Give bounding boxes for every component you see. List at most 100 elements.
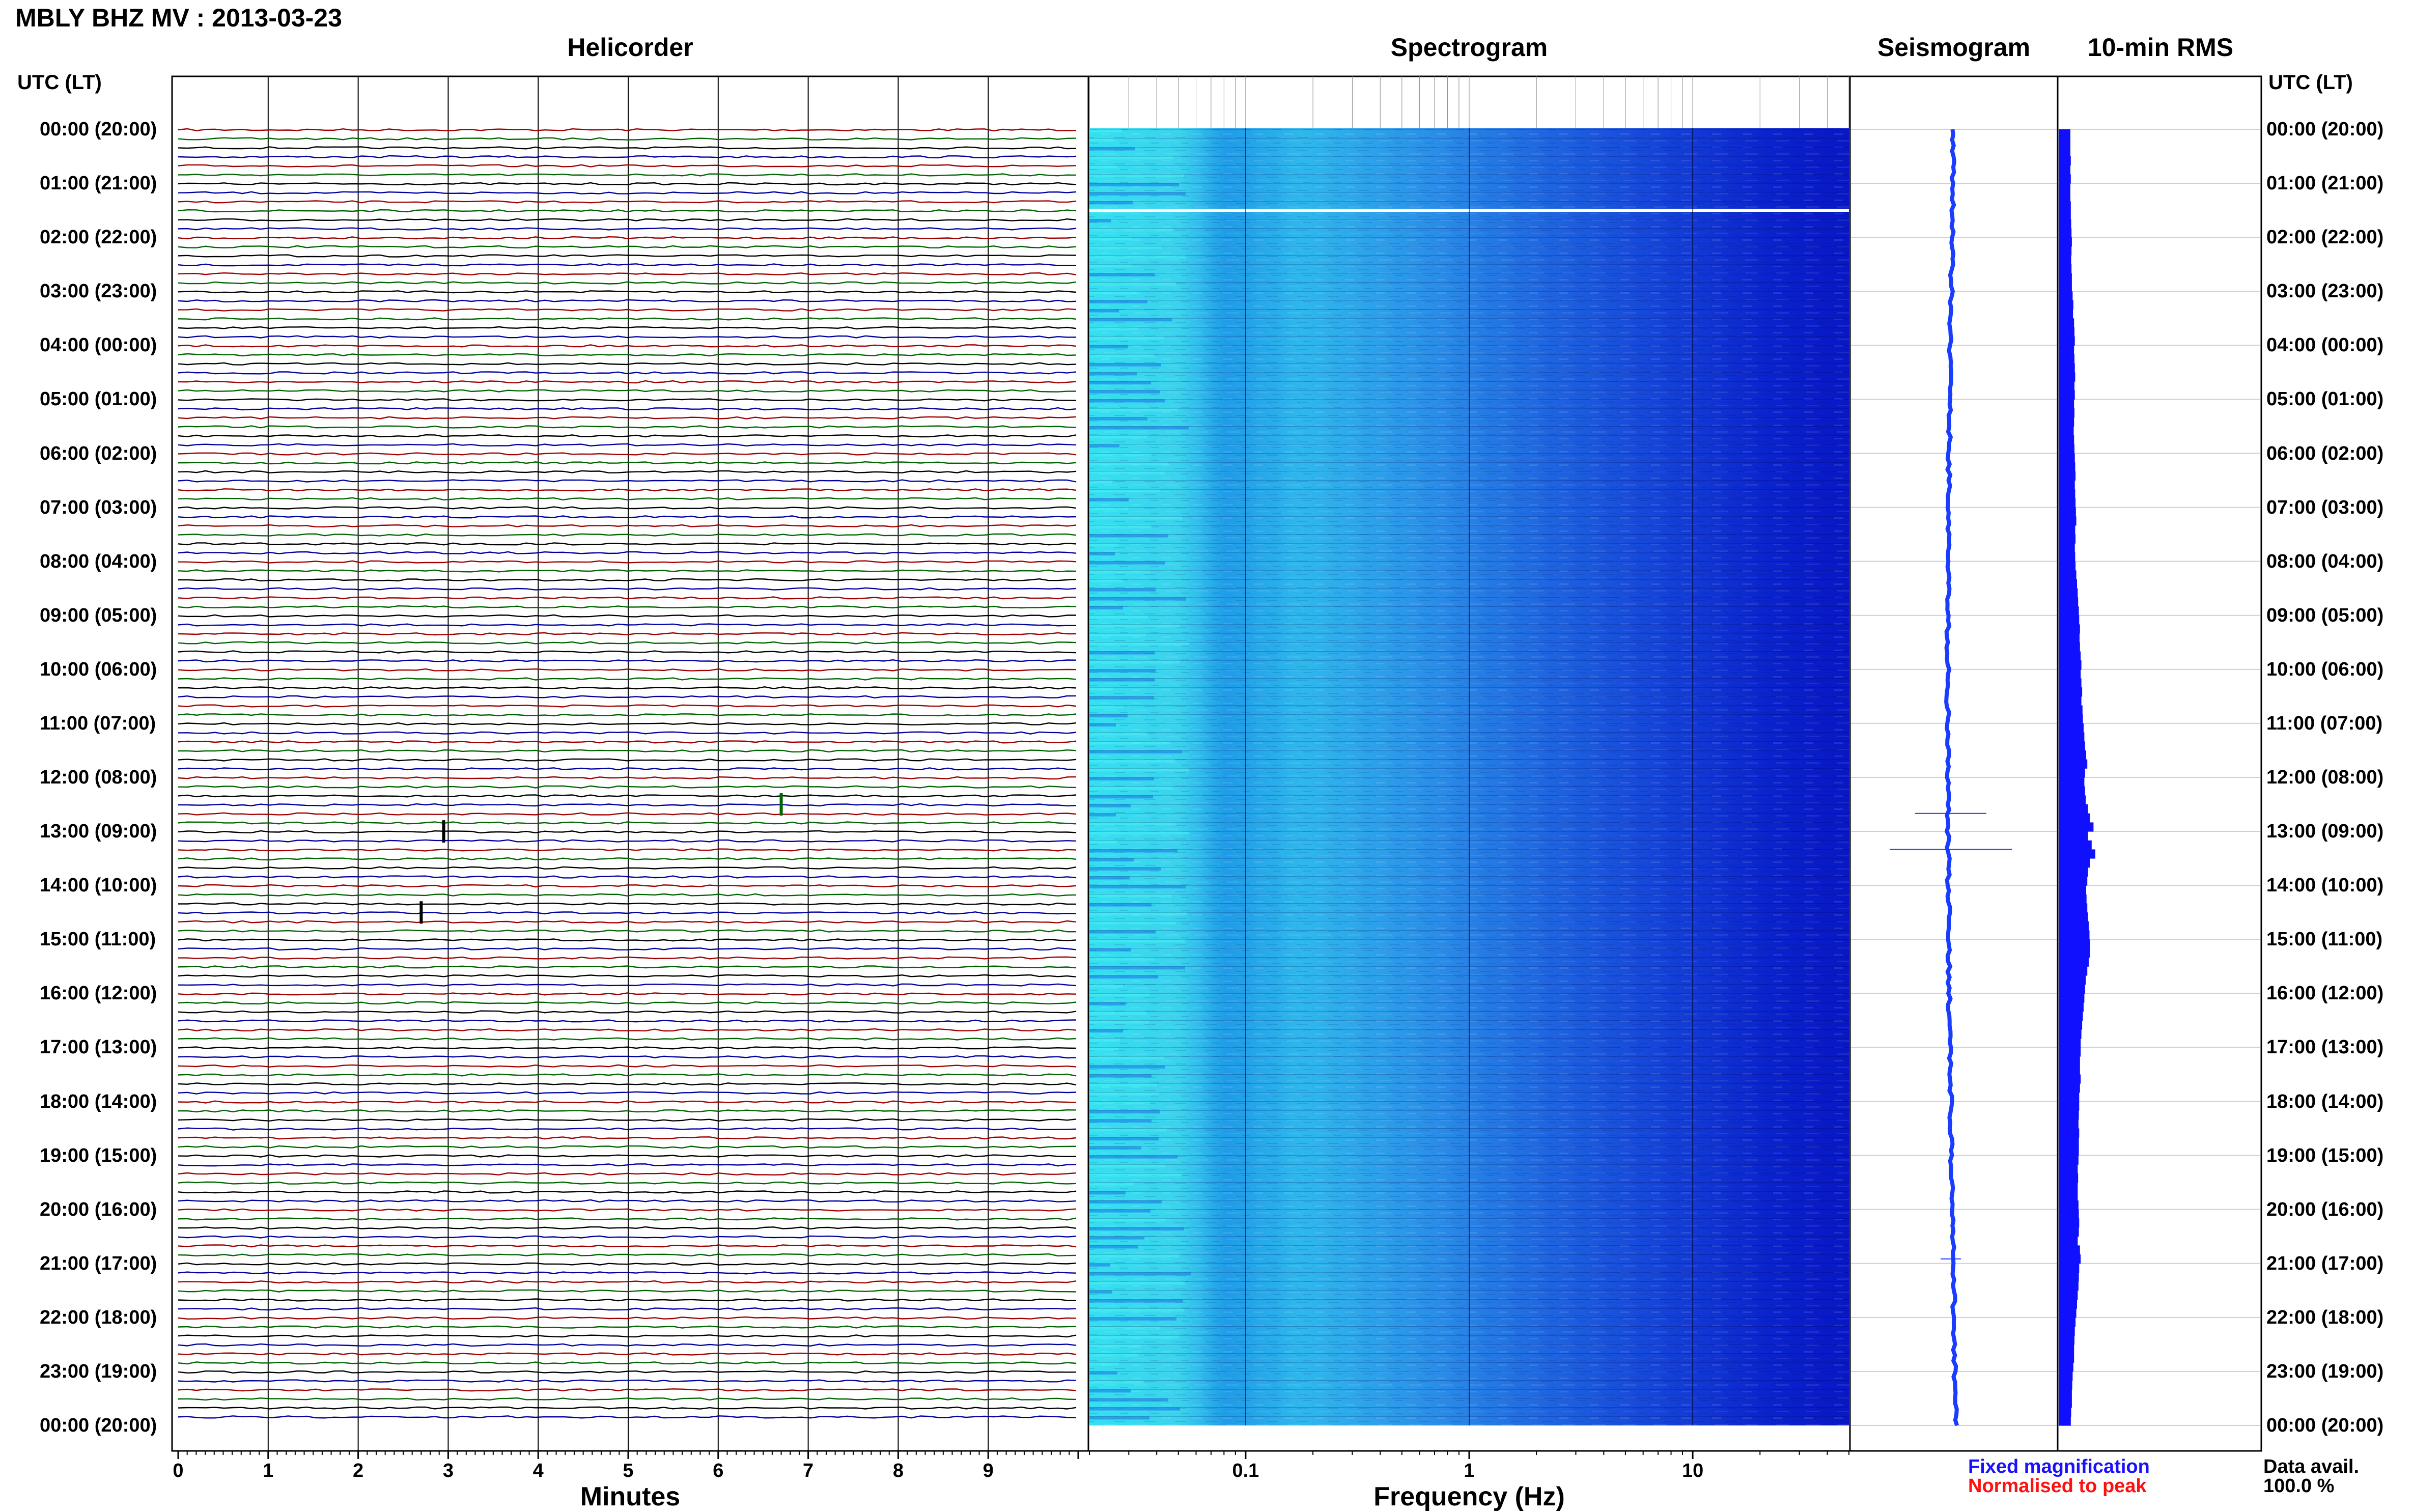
rms-bar xyxy=(2059,1164,2078,1174)
rms-bar xyxy=(2059,1236,2078,1246)
time-label-right: 04:00 (00:00) xyxy=(2266,334,2384,356)
helicorder-trace xyxy=(178,1109,1077,1113)
spectrogram-band xyxy=(1089,228,1173,232)
rms-bar xyxy=(2059,156,2071,166)
utc-lt-header-right: UTC (LT) xyxy=(2268,71,2353,94)
spectrogram-tick-label: 0.1 xyxy=(1232,1460,1259,1481)
spectrogram-band xyxy=(1089,1389,1131,1393)
spectrogram-band xyxy=(1089,1002,1126,1005)
spectrogram-band xyxy=(1089,264,1132,268)
time-label-left: 18:00 (14:00) xyxy=(40,1090,157,1112)
rms-bar xyxy=(2059,849,2095,859)
helicorder-trace xyxy=(178,1037,1077,1041)
spectrogram-band xyxy=(1089,129,1122,132)
spectrogram-band xyxy=(1089,300,1147,303)
spectrogram-band xyxy=(1089,1299,1183,1303)
time-label-left: 16:00 (12:00) xyxy=(40,983,157,1004)
legend-fixed-magnification: Fixed magnification xyxy=(1968,1456,2150,1477)
spectrogram-band xyxy=(1089,1281,1185,1285)
helicorder-trace xyxy=(178,866,1077,870)
rms-bar xyxy=(2059,1290,2078,1300)
rms-bar xyxy=(2059,462,2075,472)
rms-bar xyxy=(2059,1344,2074,1354)
rms-bar xyxy=(2059,435,2074,445)
rms-bar xyxy=(2059,966,2088,976)
helicorder-trace xyxy=(178,353,1077,357)
helicorder-trace xyxy=(178,1325,1077,1329)
rms-bar xyxy=(2059,633,2080,643)
data-availability-value: 100.0 % xyxy=(2263,1475,2335,1497)
helicorder-trace xyxy=(178,416,1077,419)
spectrogram-band xyxy=(1089,1317,1176,1321)
rms-bar xyxy=(2059,1299,2077,1309)
time-label-left: 17:00 (13:00) xyxy=(40,1037,157,1058)
rms-bar xyxy=(2059,939,2090,949)
spectrogram-band xyxy=(1089,1353,1138,1357)
spectrogram-band xyxy=(1089,822,1176,826)
spectrogram-band xyxy=(1089,588,1156,592)
helicorder-tick-label: 8 xyxy=(892,1460,904,1481)
rms-bar xyxy=(2059,1263,2080,1273)
rms-bar xyxy=(2059,705,2083,715)
helicorder-trace xyxy=(178,1334,1077,1338)
frequency-axis-title: Frequency (Hz) xyxy=(1373,1482,1565,1511)
helicorder-trace xyxy=(178,1217,1077,1221)
helicorder-trace xyxy=(178,1100,1077,1104)
time-label-right: 01:00 (21:00) xyxy=(2266,173,2384,194)
helicorder-trace xyxy=(178,830,1077,834)
time-label-left: 05:00 (01:00) xyxy=(40,388,157,410)
time-label-left: 19:00 (15:00) xyxy=(40,1144,157,1166)
helicorder-trace xyxy=(178,1289,1077,1293)
time-label-right: 00:00 (20:00) xyxy=(2266,119,2384,140)
spectrogram-band xyxy=(1089,1038,1120,1042)
spectrogram-band xyxy=(1089,534,1168,538)
spectrogram-band xyxy=(1089,984,1123,988)
spectrogram-band xyxy=(1089,273,1155,276)
helicorder-trace xyxy=(178,686,1077,690)
rms-bar xyxy=(2059,1155,2079,1165)
spectrogram-band xyxy=(1089,1398,1168,1402)
rms-bar xyxy=(2059,822,2094,832)
spectrogram-band xyxy=(1089,543,1118,547)
helicorder-trace xyxy=(178,1181,1077,1185)
time-label-left: 23:00 (19:00) xyxy=(40,1360,157,1382)
helicorder-trace xyxy=(178,299,1077,303)
helicorder-trace xyxy=(178,785,1077,789)
rms-bar xyxy=(2059,228,2072,238)
rms-bar xyxy=(2059,1011,2083,1021)
rms-bar xyxy=(2059,1065,2080,1075)
rms-bar xyxy=(2059,696,2082,706)
seismogram-trace xyxy=(1944,129,1959,1426)
time-label-left: 08:00 (04:00) xyxy=(40,550,157,572)
rms-bar xyxy=(2059,1002,2084,1012)
helicorder-trace xyxy=(178,245,1077,249)
helicorder-trace xyxy=(178,812,1077,816)
time-label-left: 11:00 (07:00) xyxy=(40,712,156,734)
helicorder-trace xyxy=(178,911,1077,915)
helicorder-trace xyxy=(178,1136,1077,1140)
spectrogram-band xyxy=(1089,741,1169,745)
helicorder-trace xyxy=(178,434,1077,438)
spectrogram-panel xyxy=(1087,75,1851,1459)
spectrogram-band xyxy=(1089,948,1131,951)
spectrogram-band xyxy=(1089,174,1184,178)
helicorder-trace xyxy=(178,317,1077,321)
spectrogram-band xyxy=(1089,957,1155,961)
helicorder-trace xyxy=(178,1415,1077,1419)
rms-bar xyxy=(2059,804,2088,814)
rms-bar xyxy=(2059,1254,2081,1264)
helicorder-trace xyxy=(178,938,1077,942)
rms-bar xyxy=(2059,165,2070,175)
spectrogram-x-ticks xyxy=(1089,76,1849,1459)
helicorder-trace xyxy=(178,929,1076,933)
time-label-right: 18:00 (14:00) xyxy=(2266,1090,2384,1112)
helicorder-events xyxy=(419,793,783,924)
rms-bar xyxy=(2059,1092,2080,1102)
helicorder-trace xyxy=(178,587,1077,591)
spectrogram-band xyxy=(1089,1407,1180,1411)
rms-bar xyxy=(2059,309,2073,319)
spectrogram-title: Spectrogram xyxy=(1390,33,1548,62)
spectrogram-band xyxy=(1089,894,1172,898)
spectrogram-band xyxy=(1089,750,1182,753)
